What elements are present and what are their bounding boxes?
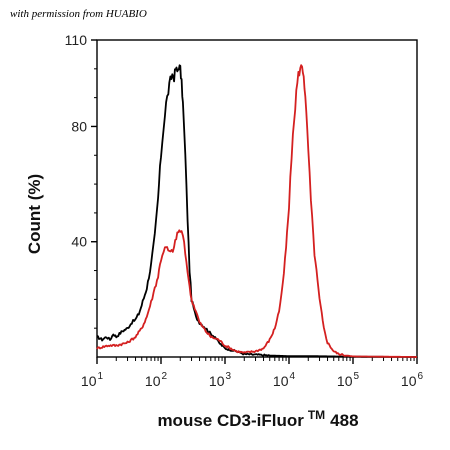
x-tick-label: 101 bbox=[81, 371, 104, 389]
x-tick-label: 102 bbox=[145, 371, 168, 389]
watermark-text: with permission from HUABIO bbox=[10, 8, 147, 20]
x-tick-exponent: 4 bbox=[290, 371, 296, 382]
y-tick-label: 110 bbox=[65, 32, 88, 48]
x-tick-exponent: 2 bbox=[162, 371, 168, 382]
y-tick-label: 80 bbox=[71, 118, 87, 134]
x-tick-label: 104 bbox=[273, 371, 296, 389]
x-tick-label: 103 bbox=[209, 371, 232, 389]
histogram-line-stained bbox=[96, 64, 417, 358]
x-tick-label: 106 bbox=[401, 371, 424, 389]
plot-frame bbox=[96, 39, 418, 358]
x-axis-label-main: mouse CD3-iFluor bbox=[157, 411, 304, 430]
y-tick-label: 40 bbox=[71, 234, 87, 250]
x-tick-base: 10 bbox=[209, 373, 225, 389]
x-tick-exponent: 5 bbox=[354, 371, 360, 382]
x-tick-label: 105 bbox=[337, 371, 360, 389]
x-axis-label-tail: 488 bbox=[330, 411, 358, 430]
histogram-line-isotype bbox=[96, 64, 417, 358]
x-tick-exponent: 6 bbox=[418, 371, 424, 382]
x-tick-base: 10 bbox=[81, 373, 97, 389]
x-axis-label-sup: TM bbox=[308, 408, 325, 422]
x-tick-exponent: 1 bbox=[98, 371, 104, 382]
labels-layer: Count (%) mouse CD3-iFluor TM 488 bbox=[25, 174, 359, 430]
x-tick-base: 10 bbox=[273, 373, 289, 389]
x-tick-base: 10 bbox=[337, 373, 353, 389]
x-tick-base: 10 bbox=[401, 373, 417, 389]
y-axis-label: Count (%) bbox=[25, 174, 44, 254]
x-tick-exponent: 3 bbox=[226, 371, 232, 382]
series-layer bbox=[96, 64, 417, 358]
x-tick-base: 10 bbox=[145, 373, 161, 389]
x-axis-label: mouse CD3-iFluor TM 488 bbox=[157, 408, 358, 430]
